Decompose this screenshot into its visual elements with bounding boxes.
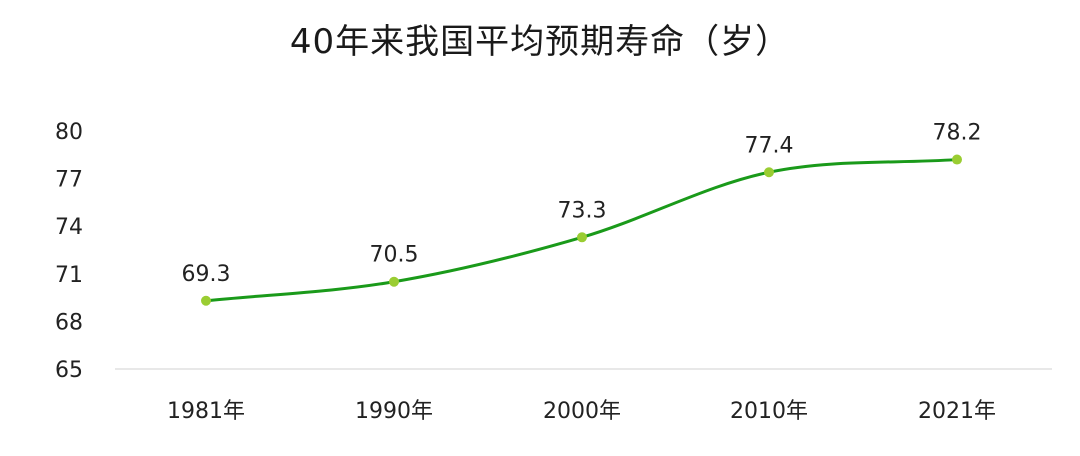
x-tick-label: 1990年 (355, 399, 433, 424)
y-tick-label: 80 (55, 120, 83, 145)
data-point (389, 276, 399, 287)
y-tick-label: 65 (55, 358, 83, 383)
data-label: 69.3 (182, 262, 231, 287)
chart-title: 40年来我国平均预期寿命（岁） (289, 22, 791, 62)
data-point (577, 232, 587, 243)
y-tick-label: 68 (55, 310, 83, 335)
x-tick-label: 2000年 (543, 399, 621, 424)
x-tick-label: 2010年 (730, 399, 808, 424)
data-label: 70.5 (370, 243, 419, 268)
x-tick-label: 1981年 (167, 399, 245, 424)
data-label: 77.4 (745, 133, 794, 158)
data-label: 78.2 (933, 121, 982, 146)
data-point (764, 167, 774, 178)
data-label: 73.3 (558, 198, 607, 223)
data-point (201, 295, 211, 306)
y-tick-label: 74 (55, 215, 83, 240)
data-point (952, 154, 962, 165)
x-tick-label: 2021年 (918, 399, 996, 424)
y-tick-label: 77 (55, 168, 83, 193)
series-line (205, 158, 958, 303)
y-tick-label: 71 (55, 263, 83, 288)
